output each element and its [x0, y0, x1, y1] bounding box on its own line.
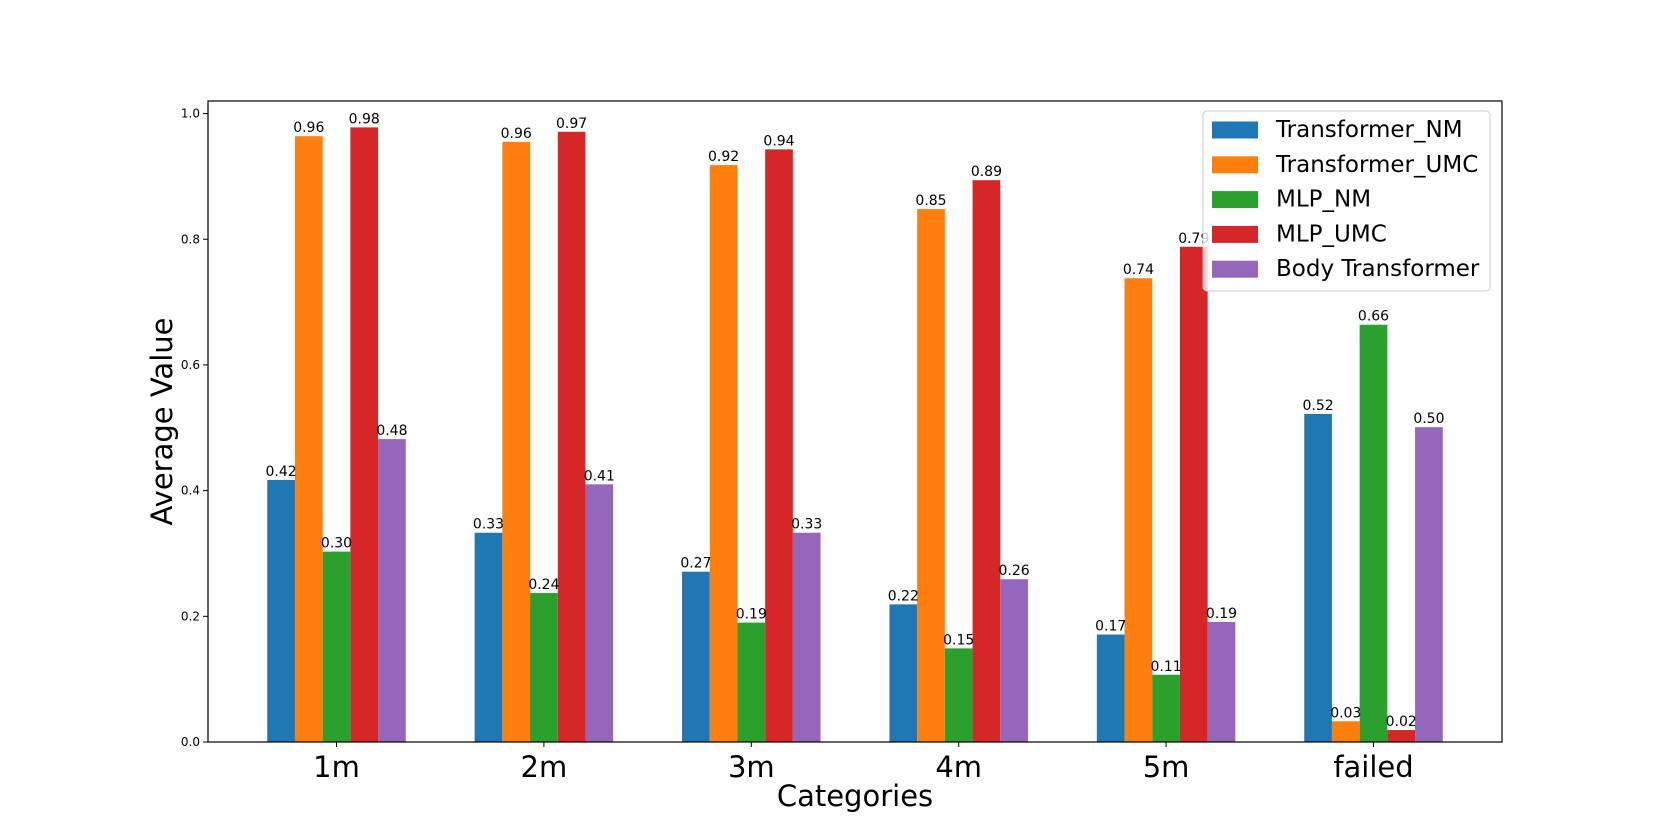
data-label: 0.92 — [708, 149, 739, 165]
data-label: 0.42 — [266, 464, 297, 480]
bar-transformer_umc-failed — [1331, 721, 1360, 742]
data-label: 0.19 — [1206, 606, 1237, 622]
legend-label: Body Transformer — [1276, 256, 1480, 282]
bar-body-transformer-1m — [378, 439, 406, 742]
legend-label: MLP_NM — [1276, 187, 1371, 213]
data-label: 0.89 — [971, 164, 1002, 180]
y-axis-title: Average Value — [145, 318, 179, 526]
bar-transformer_umc-4m — [917, 209, 945, 743]
bar-mlp_umc-2m — [557, 131, 586, 743]
bar-mlp_nm-failed — [1359, 324, 1388, 742]
data-label: 0.17 — [1095, 619, 1126, 635]
x-tick-label: 5m — [1143, 750, 1190, 784]
data-label: 0.96 — [293, 120, 324, 136]
data-label: 0.96 — [501, 126, 532, 142]
bar-mlp_nm-5m — [1152, 674, 1180, 742]
bar-mlp_umc-4m — [972, 180, 1001, 742]
legend-swatch — [1212, 260, 1258, 278]
data-label: 0.19 — [736, 607, 767, 623]
bar-mlp_umc-3m — [765, 149, 793, 742]
data-label: 0.22 — [888, 588, 919, 604]
bar-mlp_nm-1m — [322, 551, 351, 742]
data-label: 0.94 — [763, 133, 794, 149]
data-label: 0.48 — [376, 423, 407, 439]
data-label: 0.41 — [584, 468, 615, 484]
legend-swatch — [1212, 121, 1258, 139]
legend-swatch — [1212, 156, 1258, 174]
x-tick-label: 4m — [935, 750, 982, 784]
x-tick-label: 2m — [521, 750, 568, 784]
data-label: 0.11 — [1151, 659, 1182, 675]
legend-label: MLP_UMC — [1276, 221, 1387, 247]
data-label: 0.97 — [556, 116, 587, 132]
data-label: 0.79 — [1178, 231, 1209, 247]
bar-body-transformer-2m — [585, 484, 614, 742]
y-tick-label: 0.2 — [181, 609, 200, 623]
data-label: 0.98 — [349, 111, 380, 127]
y-tick-label: 0.0 — [181, 735, 200, 749]
data-label: 0.26 — [999, 563, 1030, 579]
data-label: 0.50 — [1413, 411, 1444, 427]
bar-body-transformer-4m — [1000, 579, 1028, 742]
bar-body-transformer-3m — [792, 532, 821, 742]
legend-label: Transformer_NM — [1275, 117, 1463, 143]
bar-transformer_umc-1m — [294, 136, 323, 742]
data-label: 0.02 — [1386, 714, 1417, 730]
bar-transformer_nm-4m — [889, 604, 918, 742]
data-label: 0.33 — [473, 517, 504, 533]
y-axis: 0.0 0.2 0.4 0.6 0.8 1.0 — [181, 107, 208, 749]
bars-layer — [267, 127, 1443, 743]
bar-mlp_nm-3m — [737, 622, 766, 742]
bar-transformer_nm-2m — [474, 532, 503, 742]
bar-transformer_nm-1m — [267, 479, 295, 742]
data-label: 0.85 — [915, 193, 946, 209]
bar-mlp_umc-failed — [1387, 730, 1416, 742]
bar-transformer_umc-3m — [709, 165, 738, 743]
x-tick-label: 3m — [728, 750, 775, 784]
data-label: 0.27 — [680, 556, 711, 572]
x-axis: 1m 2m 3m 4m 5m failed — [313, 742, 1414, 784]
bar-transformer_nm-failed — [1304, 413, 1332, 742]
legend-swatch — [1212, 225, 1258, 243]
bar-mlp_umc-5m — [1179, 246, 1208, 743]
data-label: 0.03 — [1330, 705, 1361, 721]
data-label: 0.52 — [1303, 398, 1334, 414]
legend-box — [1202, 110, 1491, 292]
data-label: 0.33 — [791, 517, 822, 533]
bar-body-transformer-failed — [1415, 427, 1443, 742]
bar-mlp_nm-2m — [530, 593, 558, 742]
data-label: 0.74 — [1123, 262, 1154, 278]
legend-label: Transformer_UMC — [1275, 152, 1478, 178]
bar-mlp_umc-1m — [350, 127, 379, 742]
bar-transformer_umc-5m — [1124, 278, 1153, 742]
bar-transformer_nm-5m — [1096, 634, 1125, 742]
data-label: 0.24 — [528, 577, 559, 593]
legend: Transformer_NM Transformer_UMC MLP_NM MLP_U… — [1202, 110, 1491, 292]
bar-transformer_umc-2m — [502, 141, 531, 743]
y-tick-label: 0.4 — [181, 484, 200, 498]
data-label: 0.30 — [321, 536, 352, 552]
y-tick-label: 0.8 — [181, 232, 200, 246]
x-axis-title: Categories — [777, 779, 933, 813]
bar-body-transformer-5m — [1207, 621, 1236, 742]
bar-transformer_nm-3m — [682, 571, 710, 742]
data-labels-layer: 0.42 0.33 0.27 0.22 0.17 0.52 0.96 0.96 0.92 0.85… — [266, 111, 1445, 730]
legend-swatch — [1212, 191, 1258, 209]
data-label: 0.66 — [1358, 309, 1389, 325]
y-tick-label: 0.6 — [181, 358, 200, 372]
data-label: 0.15 — [943, 632, 974, 648]
bar-mlp_nm-4m — [944, 648, 973, 742]
x-tick-label: 1m — [313, 750, 360, 784]
plot-frame — [207, 100, 1503, 743]
x-tick-label: failed — [1333, 750, 1413, 784]
y-tick-label: 1.0 — [181, 107, 200, 121]
